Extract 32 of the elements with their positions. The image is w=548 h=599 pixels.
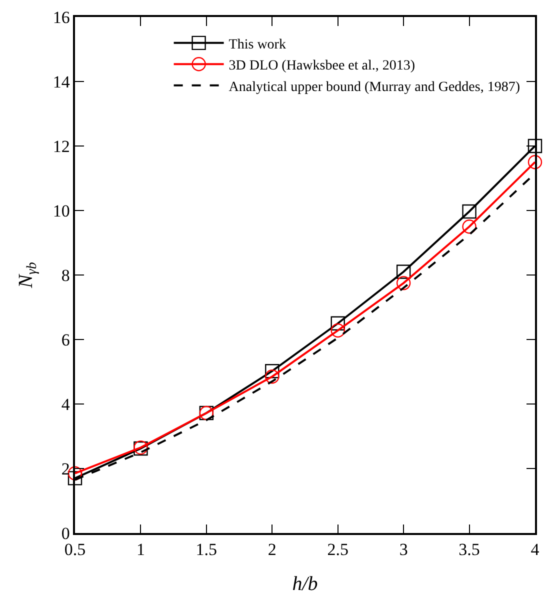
x-tick-label: 1.5 bbox=[196, 540, 218, 560]
legend-label: Analytical upper bound (Murray and Geddes, 1987) bbox=[228, 80, 520, 95]
y-tick-label: 4 bbox=[61, 394, 70, 414]
x-tick-label: 0.5 bbox=[64, 540, 86, 560]
point bbox=[396, 264, 411, 279]
x-tick-label: 3 bbox=[399, 540, 408, 560]
x-tick-label: 4 bbox=[530, 540, 540, 560]
point bbox=[462, 204, 476, 219]
point bbox=[330, 316, 345, 330]
y-tick-label: 12 bbox=[52, 136, 70, 156]
y-tick-label: 8 bbox=[61, 266, 70, 285]
y-tick-label: 16 bbox=[52, 8, 70, 27]
x-tick-label: 2 bbox=[268, 540, 276, 560]
y-tick-label: 6 bbox=[61, 330, 70, 350]
x-tick-label: 1 bbox=[136, 540, 145, 560]
x-tick-label: 2.5 bbox=[327, 540, 348, 560]
y-tick-label: 14 bbox=[52, 72, 70, 92]
point bbox=[265, 369, 280, 384]
point bbox=[68, 471, 82, 486]
legend-label: 3D DLO (Hawksbee et al., 2013) bbox=[228, 58, 416, 74]
point bbox=[396, 276, 411, 290]
x-axis-title: h/b bbox=[292, 573, 318, 596]
point bbox=[528, 155, 542, 170]
y-tick-label: 0 bbox=[61, 524, 70, 543]
point bbox=[330, 323, 345, 338]
point bbox=[528, 138, 542, 154]
legend-label: This work bbox=[228, 37, 286, 52]
x-tick-label: 3.5 bbox=[458, 540, 480, 560]
y-tick-label: 2 bbox=[61, 459, 70, 478]
y-tick-label: 10 bbox=[52, 201, 70, 220]
point bbox=[265, 364, 280, 378]
point bbox=[68, 466, 82, 480]
